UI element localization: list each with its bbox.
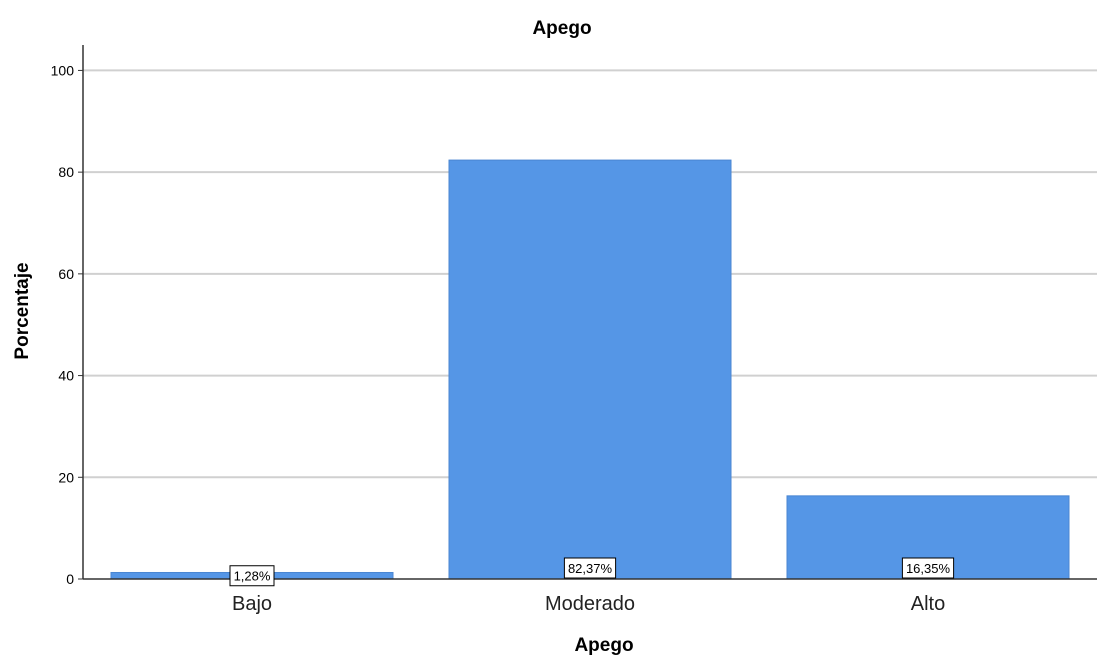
y-tick-label-80: 80 — [58, 164, 74, 180]
x-axis-title: Apego — [574, 635, 633, 656]
y-tick-label-0: 0 — [66, 571, 74, 587]
data-label-moderado: 82,37% — [568, 561, 613, 576]
data-label-box-bajo — [229, 565, 275, 587]
data-label-box-alto — [901, 557, 955, 579]
axes: 0 20 40 60 80 100 Bajo Moderado Alto — [51, 45, 1097, 615]
bar-moderado — [448, 159, 732, 580]
data-labels: 1,28% 82,37% 16,35% — [229, 557, 955, 587]
y-tick-label-60: 60 — [58, 266, 74, 282]
data-label-box-moderado — [563, 557, 617, 579]
x-tick-label-bajo: Bajo — [232, 593, 272, 615]
chart-title: Apego — [532, 18, 591, 39]
y-axis-title: Porcentaje — [12, 262, 33, 359]
data-label-alto: 16,35% — [906, 561, 951, 576]
y-tick-label-100: 100 — [51, 62, 75, 78]
bars — [110, 159, 1070, 580]
y-tick-label-40: 40 — [58, 368, 74, 384]
data-label-bajo: 1,28% — [234, 569, 271, 584]
x-tick-label-moderado: Moderado — [545, 593, 635, 615]
x-tick-label-alto: Alto — [911, 593, 945, 615]
y-tick-label-20: 20 — [58, 469, 74, 485]
